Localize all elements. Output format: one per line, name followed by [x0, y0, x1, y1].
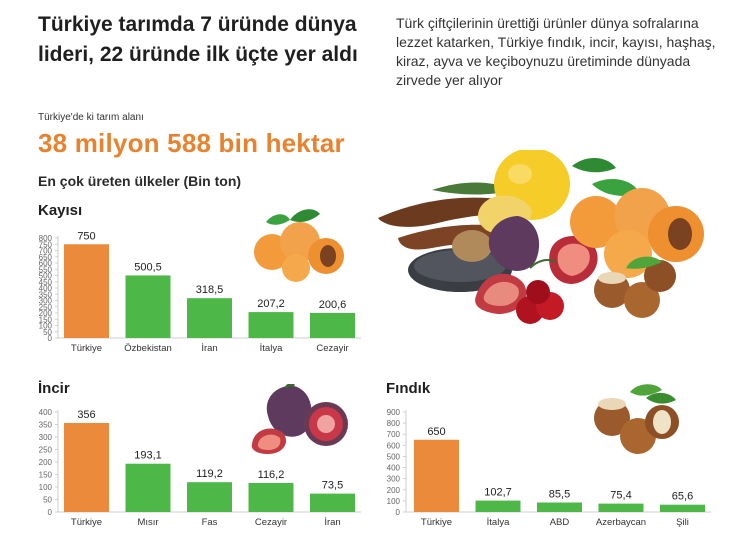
bar-value-label: 356: [77, 409, 95, 421]
bar-value-label: 85,5: [549, 489, 570, 501]
bar: [310, 493, 355, 512]
bar-value-label: 75,4: [610, 490, 631, 502]
y-tick-label: 250: [39, 446, 53, 455]
category-label: Türkiye: [71, 517, 102, 528]
bar: [248, 482, 294, 512]
y-tick-label: 300: [387, 475, 401, 484]
category-label: Fas: [202, 517, 218, 528]
bar-value-label: 102,7: [484, 487, 512, 499]
y-tick-label: 200: [39, 309, 53, 318]
category-label: ABD: [550, 517, 570, 528]
bar: [64, 244, 109, 338]
category-label: Mısır: [137, 517, 158, 528]
chart-title-hazelnut: Fındık: [386, 380, 431, 397]
y-tick-label: 400: [387, 464, 401, 473]
y-tick-label: 50: [43, 496, 52, 505]
y-tick-label: 200: [39, 458, 53, 467]
category-label: Özbekistan: [124, 343, 172, 354]
bar: [64, 423, 109, 512]
bar: [310, 312, 355, 338]
category-label: Cezayir: [316, 343, 348, 354]
bar-value-label: 193,1: [134, 450, 162, 462]
area-value: 38 milyon 588 bin hektar: [38, 128, 345, 158]
bar-value-label: 65,6: [672, 491, 693, 503]
fig-icon: [251, 384, 348, 454]
bar-value-label: 318,5: [196, 284, 224, 296]
bar-value-label: 200,6: [319, 299, 347, 311]
y-tick-label: 50: [43, 328, 52, 337]
y-tick-label: 800: [387, 419, 401, 428]
bar-value-label: 73,5: [322, 480, 343, 492]
category-label: İran: [324, 517, 340, 528]
y-tick-label: 0: [48, 508, 53, 517]
bar: [187, 298, 232, 338]
y-tick-label: 100: [39, 322, 53, 331]
y-tick-label: 800: [39, 234, 53, 243]
bar-value-label: 119,2: [196, 468, 223, 480]
apricot-bar-chart: 0501001502002503003504004505005506006507…: [39, 230, 361, 354]
y-tick-label: 0: [48, 334, 53, 343]
charts-subtitle: En çok üreten ülkeler (Bin ton): [38, 173, 242, 189]
fruit-pile-illustration: [378, 150, 704, 324]
bar-value-label: 116,2: [258, 469, 285, 481]
y-tick-label: 500: [39, 272, 53, 281]
category-label: Cezayir: [255, 517, 287, 528]
bar: [475, 500, 521, 512]
bar: [537, 502, 582, 512]
y-tick-label: 100: [387, 497, 401, 506]
bar: [248, 312, 294, 338]
bar: [125, 463, 171, 512]
y-tick-label: 200: [387, 486, 401, 495]
bar-value-label: 500,5: [134, 261, 162, 273]
y-tick-label: 700: [39, 247, 53, 256]
chart-title-fig: İncir: [38, 380, 70, 397]
category-label: Türkiye: [71, 343, 102, 354]
y-tick-label: 150: [39, 315, 53, 324]
bar-value-label: 750: [77, 230, 95, 242]
y-tick-label: 400: [39, 284, 53, 293]
bar-value-label: 650: [427, 426, 445, 438]
category-label: Şili: [676, 517, 689, 528]
y-tick-label: 500: [387, 452, 401, 461]
fig-bar-chart: 0 50 100 150 200 250 300 350 400 356 Türkiye 193,1 M…: [39, 408, 361, 528]
y-tick-label: 350: [39, 290, 53, 299]
category-label: İran: [201, 343, 217, 354]
y-tick-label: 650: [39, 253, 53, 262]
y-tick-label: 300: [39, 297, 53, 306]
y-tick-label: 0: [396, 508, 401, 517]
category-label: İtalya: [260, 343, 283, 354]
area-label: Türkiye'de ki tarım alanı: [38, 112, 144, 123]
bar: [598, 503, 644, 512]
hazelnut-bar-chart: 0 100 200 300 400 500 600 700 800 900 650 Türkiye 10…: [387, 408, 711, 528]
y-tick-label: 400: [39, 408, 53, 417]
y-tick-label: 600: [39, 259, 53, 268]
y-tick-label: 600: [387, 441, 401, 450]
category-label: Azerbaycan: [596, 517, 646, 528]
bar: [414, 439, 459, 512]
intro-text: Türk çiftçilerinin ürettiği ürünler düny…: [396, 15, 716, 88]
y-tick-label: 750: [39, 240, 53, 249]
y-tick-label: 700: [387, 430, 401, 439]
bar-value-label: 207,2: [257, 298, 285, 310]
y-tick-label: 450: [39, 278, 53, 287]
bar: [125, 275, 171, 338]
headline: Türkiye tarımda 7 üründe dünya lideri, 2…: [38, 13, 358, 66]
y-tick-label: 550: [39, 265, 53, 274]
bar: [660, 504, 705, 512]
chart-title-apricot: Kayısı: [38, 202, 83, 219]
category-label: İtalya: [487, 517, 510, 528]
y-tick-label: 250: [39, 303, 53, 312]
category-label: Türkiye: [421, 517, 452, 528]
apricot-icon: [254, 209, 344, 282]
y-tick-label: 900: [387, 408, 401, 417]
bar: [187, 482, 232, 512]
y-tick-label: 150: [39, 471, 53, 480]
y-tick-label: 100: [39, 483, 53, 492]
hazelnut-icon: [594, 384, 679, 454]
y-tick-label: 300: [39, 433, 53, 442]
y-tick-label: 350: [39, 421, 53, 430]
